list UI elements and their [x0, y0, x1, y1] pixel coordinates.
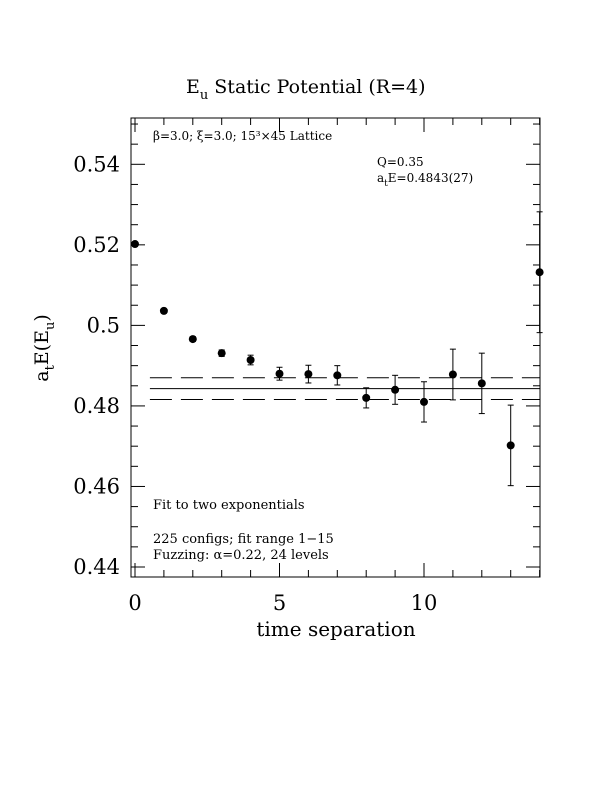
- y-axis-label: atE(Eu): [31, 314, 58, 382]
- chart-title: Eu Static Potential (R=4): [186, 76, 426, 103]
- data-marker: [217, 349, 226, 358]
- data-marker: [506, 441, 515, 450]
- data-marker: [362, 393, 371, 402]
- lattice-annotation: β=3.0; ξ=3.0; 15³×45 Lattice: [153, 129, 332, 143]
- data-point: [159, 306, 168, 315]
- data-marker: [391, 385, 400, 394]
- y-tick-labels: 0.44 0.46 0.48 0.5 0.52 0.54: [73, 152, 120, 579]
- plot-frame: [130, 117, 541, 578]
- data-point: [420, 381, 428, 423]
- data-point: [246, 354, 255, 366]
- data-point: [131, 240, 139, 249]
- x-tick-label: 10: [411, 591, 438, 615]
- data-marker: [275, 369, 284, 378]
- data-point: [304, 364, 313, 384]
- chart-title-subscript: u: [200, 88, 208, 103]
- y-tick-label: 0.52: [73, 233, 120, 257]
- data-marker: [420, 397, 428, 406]
- fit-method-annotation: Fit to two exponentials: [153, 498, 305, 513]
- x-axis-label: time separation: [256, 617, 415, 641]
- data-point: [188, 335, 197, 344]
- q-annotation: Q=0.35: [377, 155, 424, 169]
- y-tick-label: 0.5: [87, 313, 120, 337]
- data-point: [391, 374, 400, 405]
- data-point: [362, 387, 371, 409]
- chart-title-rest: Static Potential (R=4): [208, 76, 425, 98]
- data-point: [448, 348, 457, 401]
- data-marker: [131, 240, 139, 249]
- data-point: [217, 349, 226, 358]
- axis-ticks: [131, 118, 541, 577]
- data-marker: [246, 356, 255, 365]
- y-tick-label: 0.44: [73, 555, 120, 579]
- data-marker: [188, 335, 197, 344]
- y-axis-label-t: t: [43, 364, 58, 370]
- y-axis-label-close: ): [31, 314, 53, 321]
- data-point: [275, 366, 284, 381]
- y-tick-label: 0.54: [73, 152, 120, 176]
- energy-annotation-a: a: [377, 171, 384, 185]
- data-marker: [304, 370, 313, 379]
- data-marker: [159, 306, 168, 315]
- energy-annotation-t: t: [384, 179, 388, 189]
- x-tick-label: 0: [128, 591, 141, 615]
- y-axis-label-a: a: [31, 370, 53, 381]
- data-marker: [477, 379, 486, 388]
- data-points: [131, 211, 544, 487]
- energy-annotation: atE=0.4843(27): [377, 171, 473, 189]
- data-point: [506, 404, 515, 487]
- data-marker: [448, 370, 457, 379]
- fit-band: [149, 377, 540, 400]
- y-tick-label: 0.48: [73, 394, 120, 418]
- x-tick-label: 5: [273, 591, 286, 615]
- data-point: [333, 365, 342, 386]
- configs-annotation: 225 configs; fit range 1−15: [153, 532, 334, 547]
- x-tick-labels: 0 5 10: [128, 591, 437, 615]
- y-axis-label-e: E(E: [31, 330, 53, 365]
- y-axis-label-u: u: [43, 322, 58, 330]
- data-point: [535, 211, 544, 334]
- fuzzing-annotation: Fuzzing: α=0.22, 24 levels: [153, 548, 329, 563]
- data-marker: [333, 371, 342, 380]
- chart-title-main: E: [186, 76, 200, 98]
- energy-annotation-rest: E=0.4843(27): [388, 171, 473, 185]
- data-marker: [535, 268, 544, 277]
- data-point: [477, 352, 486, 415]
- y-tick-label: 0.46: [73, 474, 120, 498]
